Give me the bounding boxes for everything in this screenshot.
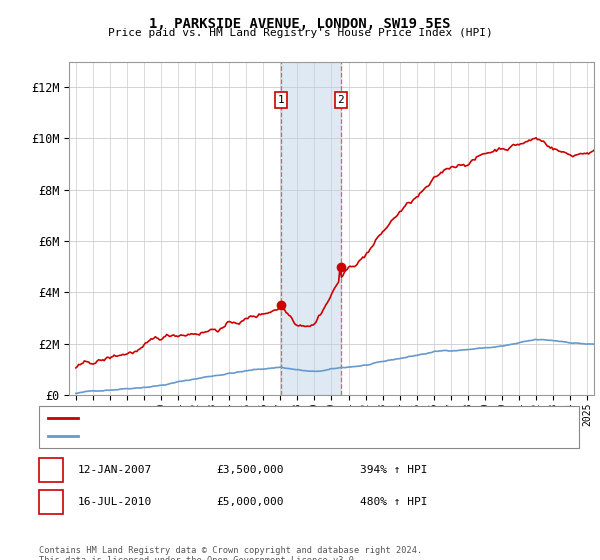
- Bar: [281, 62, 341, 395]
- Text: 1, PARKSIDE AVENUE, LONDON, SW19 5ES (detached house): 1, PARKSIDE AVENUE, LONDON, SW19 5ES (de…: [83, 413, 394, 423]
- Text: Contains HM Land Registry data © Crown copyright and database right 2024.
This d: Contains HM Land Registry data © Crown c…: [39, 546, 422, 560]
- Text: £5,000,000: £5,000,000: [216, 497, 284, 507]
- Text: 16-JUL-2010: 16-JUL-2010: [78, 497, 152, 507]
- Text: 480% ↑ HPI: 480% ↑ HPI: [360, 497, 427, 507]
- Text: 2: 2: [337, 95, 344, 105]
- Text: £3,500,000: £3,500,000: [216, 465, 284, 475]
- Text: HPI: Average price, detached house, Merton: HPI: Average price, detached house, Mert…: [83, 431, 329, 441]
- Text: 1: 1: [47, 463, 55, 477]
- Text: 2: 2: [47, 495, 55, 508]
- Text: 394% ↑ HPI: 394% ↑ HPI: [360, 465, 427, 475]
- Text: 12-JAN-2007: 12-JAN-2007: [78, 465, 152, 475]
- Text: Price paid vs. HM Land Registry's House Price Index (HPI): Price paid vs. HM Land Registry's House …: [107, 28, 493, 38]
- Text: 1: 1: [278, 95, 284, 105]
- Text: 1, PARKSIDE AVENUE, LONDON, SW19 5ES: 1, PARKSIDE AVENUE, LONDON, SW19 5ES: [149, 17, 451, 31]
